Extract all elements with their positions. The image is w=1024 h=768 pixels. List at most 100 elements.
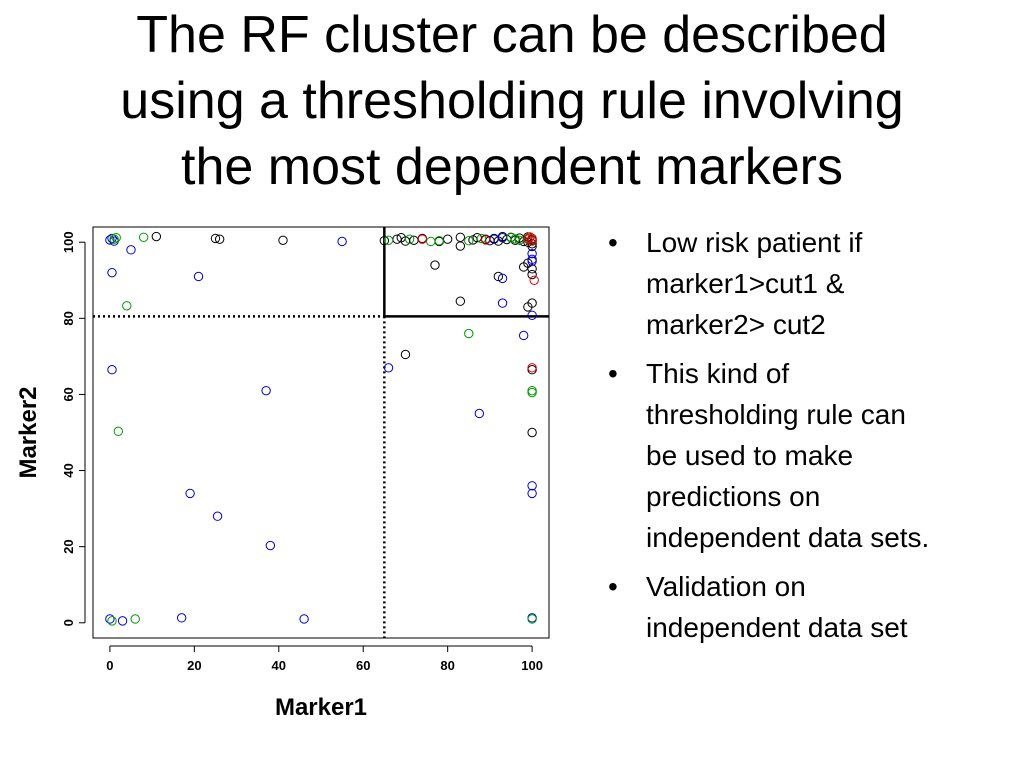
data-point	[109, 234, 119, 244]
y-tick-label: 40	[61, 463, 76, 477]
data-point	[480, 235, 491, 245]
data-point	[527, 387, 537, 398]
data-point	[476, 233, 487, 244]
data-point	[185, 488, 195, 499]
data-point	[265, 540, 276, 551]
data-point	[210, 233, 221, 244]
y-tick-label: 80	[61, 311, 76, 325]
x-axis-title: Marker1	[275, 694, 367, 721]
data-point	[510, 234, 520, 244]
data-point	[518, 330, 529, 341]
data-point	[497, 273, 508, 284]
data-point	[527, 365, 537, 375]
data-point	[434, 236, 444, 246]
data-point	[193, 271, 204, 282]
data-point	[404, 234, 415, 244]
bullet-line: marker2> cut2	[646, 309, 826, 340]
y-axis-title: Marker2	[15, 386, 42, 478]
data-point	[379, 236, 390, 246]
data-point	[455, 232, 466, 242]
data-point	[417, 234, 428, 244]
scatter-chart: 0 20 40 60 80 100 0 20 40 60 80 100 Marker1 Marker2	[15, 226, 550, 721]
data-point	[117, 616, 128, 626]
bullet-item: Low risk patient if marker1>cut1 & marke…	[606, 222, 1016, 345]
data-point	[107, 616, 117, 626]
data-point	[105, 614, 115, 624]
data-point	[455, 296, 466, 306]
data-point	[527, 427, 537, 438]
data-point	[523, 234, 533, 244]
data-point	[138, 232, 149, 242]
bullet-line: This kind of	[646, 358, 790, 389]
data-point	[105, 235, 115, 245]
title-line-1: The RF cluster can be described	[136, 6, 888, 64]
data-point	[474, 408, 485, 419]
bullet-line: be used to make	[646, 440, 854, 471]
data-point	[337, 236, 347, 247]
data-point	[430, 260, 440, 270]
data-point	[529, 275, 539, 285]
data-point	[113, 426, 124, 437]
x-tick-label: 60	[356, 658, 370, 673]
x-tick-label: 80	[440, 658, 454, 673]
data-point	[151, 231, 162, 242]
bullet-line: Validation on	[646, 571, 806, 602]
data-point	[383, 363, 394, 373]
data-point	[525, 232, 535, 242]
plot-frame	[92, 226, 550, 639]
y-tick-label: 0	[61, 619, 76, 626]
data-point	[506, 232, 516, 243]
y-tick-label: 20	[61, 539, 76, 553]
data-point	[527, 310, 537, 320]
data-point	[107, 365, 117, 375]
data-point	[122, 301, 132, 311]
bullet-line: Low risk patient if	[646, 227, 863, 258]
y-tick-label: 100	[61, 231, 76, 253]
x-tick-label: 40	[272, 658, 286, 673]
data-point	[527, 269, 537, 280]
data-point	[455, 241, 466, 251]
bullet-line: thresholding rule can	[646, 399, 906, 430]
slide-title: The RF cluster can be described using a …	[20, 2, 1004, 200]
data-point	[527, 488, 537, 499]
data-point	[212, 511, 223, 521]
bullet-line: independent data sets.	[646, 522, 930, 553]
y-tick-label: 60	[61, 387, 76, 401]
data-point	[493, 271, 504, 282]
data-point	[176, 613, 187, 623]
data-point	[464, 236, 474, 246]
title-line-2: using a thresholding rule involving	[120, 72, 904, 130]
bullet-list: Low risk patient if marker1>cut1 & marke…	[606, 222, 1016, 656]
data-point	[111, 232, 121, 243]
data-point	[527, 363, 537, 373]
data-point	[400, 349, 411, 360]
data-point	[383, 235, 394, 246]
x-tick-label: 20	[187, 658, 201, 673]
data-point	[527, 481, 537, 491]
data-point	[527, 256, 537, 266]
data-point	[214, 234, 225, 244]
data-point	[278, 235, 288, 246]
data-point	[497, 298, 508, 308]
data-point	[527, 385, 537, 396]
bullet-line: independent data set	[646, 612, 908, 643]
data-point	[426, 236, 436, 247]
data-point	[527, 248, 537, 259]
data-point	[464, 328, 474, 339]
data-point	[299, 614, 309, 624]
data-point	[527, 233, 537, 244]
data-point	[126, 245, 136, 255]
bullet-line: marker1>cut1 &	[646, 268, 845, 299]
x-tick-label: 0	[106, 658, 113, 673]
data-point	[442, 234, 453, 244]
data-point	[107, 267, 117, 278]
data-point	[527, 614, 537, 624]
data-point	[261, 385, 271, 396]
bullet-item: Validation on independent data set	[606, 566, 1016, 648]
data-point	[130, 614, 140, 624]
data-point	[523, 302, 533, 312]
bullet-item: This kind of thresholding rule can be us…	[606, 353, 1016, 558]
x-tick-label: 100	[521, 658, 543, 673]
bullet-line: predictions on	[646, 481, 821, 512]
title-line-3: the most dependent markers	[181, 138, 843, 196]
